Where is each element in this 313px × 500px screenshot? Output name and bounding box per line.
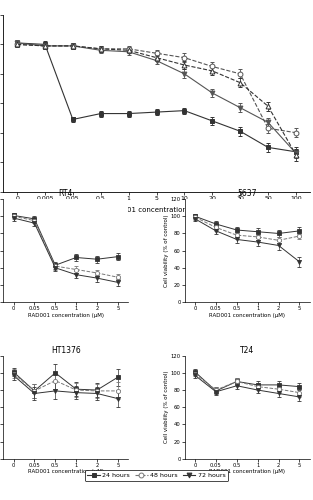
X-axis label: RAD001 concentration (μM): RAD001 concentration (μM) bbox=[108, 206, 205, 213]
X-axis label: RAD001 concentration (μM): RAD001 concentration (μM) bbox=[209, 312, 285, 318]
Y-axis label: Cell viability (% of control): Cell viability (% of control) bbox=[164, 371, 169, 444]
X-axis label: RAD001 concentration (μM): RAD001 concentration (μM) bbox=[28, 312, 104, 318]
Title: T24: T24 bbox=[240, 346, 254, 355]
X-axis label: RAD001 concentration (μM): RAD001 concentration (μM) bbox=[209, 470, 285, 474]
Title: HT1376: HT1376 bbox=[51, 346, 81, 355]
Title: 5637: 5637 bbox=[238, 190, 257, 198]
Y-axis label: Cell viability (% of control): Cell viability (% of control) bbox=[164, 214, 169, 287]
Title: RT4: RT4 bbox=[59, 190, 73, 198]
X-axis label: RAD001 concentration (μM): RAD001 concentration (μM) bbox=[28, 470, 104, 474]
Legend: 24 hours, 48 hours, 72 hours: 24 hours, 48 hours, 72 hours bbox=[85, 470, 228, 481]
